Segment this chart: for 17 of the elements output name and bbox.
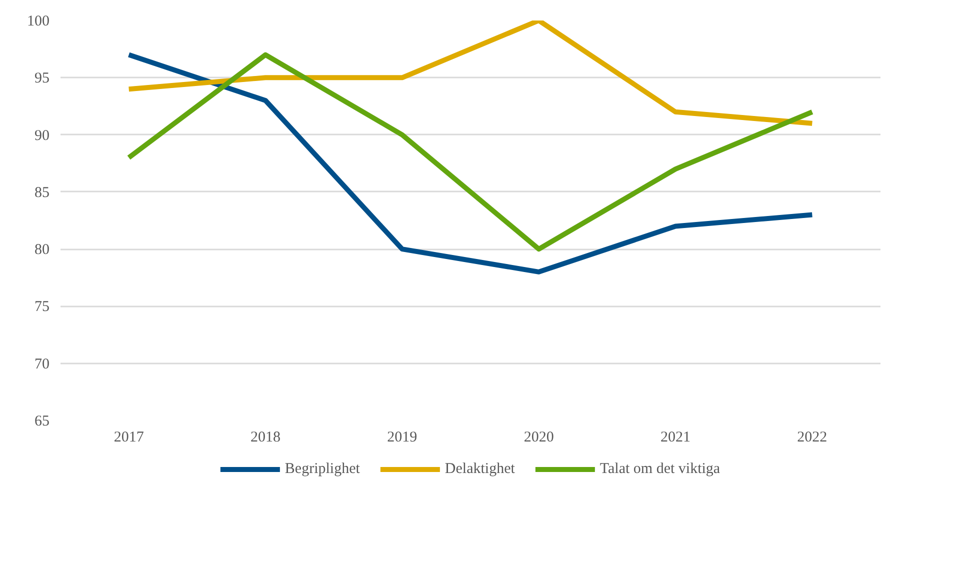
legend-label: Delaktighet (444, 460, 515, 478)
y-tick-label: 80 (34, 242, 50, 258)
y-tick-label: 85 (34, 184, 50, 201)
legend-label: Begriplighet (284, 460, 360, 478)
x-tick-label: 2022 (797, 430, 828, 446)
y-tick-label: 75 (34, 299, 50, 316)
x-tick-label: 2021 (660, 430, 690, 446)
y-tick-label: 100 (27, 14, 50, 30)
x-tick-label: 2019 (387, 430, 418, 446)
x-tick-label: 2020 (524, 430, 554, 446)
y-tick-label: 90 (34, 128, 50, 144)
y-tick-label: 95 (34, 70, 50, 87)
x-tick-label: 2018 (250, 430, 280, 446)
x-tick-label: 2017 (114, 430, 144, 446)
y-tick-label: 70 (34, 356, 50, 372)
legend-label: Talat om det viktiga (600, 460, 720, 478)
y-tick-label: 65 (34, 414, 50, 430)
